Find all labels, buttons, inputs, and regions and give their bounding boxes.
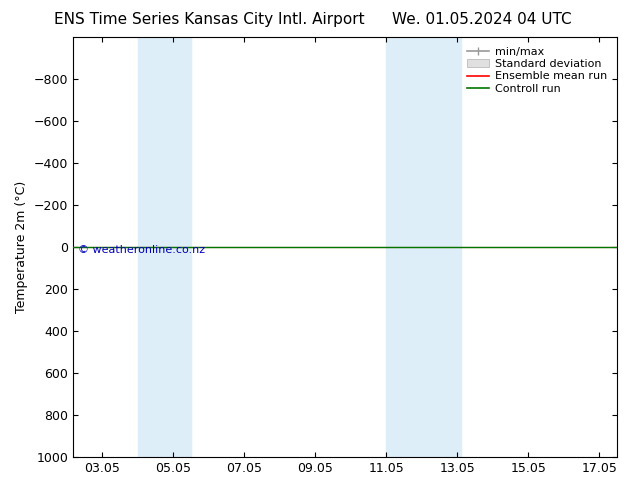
Text: We. 01.05.2024 04 UTC: We. 01.05.2024 04 UTC	[392, 12, 572, 27]
Bar	[386, 37, 461, 457]
Text: © weatheronline.co.nz: © weatheronline.co.nz	[77, 245, 205, 255]
Y-axis label: Temperature 2m (°C): Temperature 2m (°C)	[15, 181, 28, 313]
Bar	[138, 37, 191, 457]
Text: ENS Time Series Kansas City Intl. Airport: ENS Time Series Kansas City Intl. Airpor…	[54, 12, 365, 27]
Legend: min/max, Standard deviation, Ensemble mean run, Controll run: min/max, Standard deviation, Ensemble me…	[463, 43, 612, 98]
